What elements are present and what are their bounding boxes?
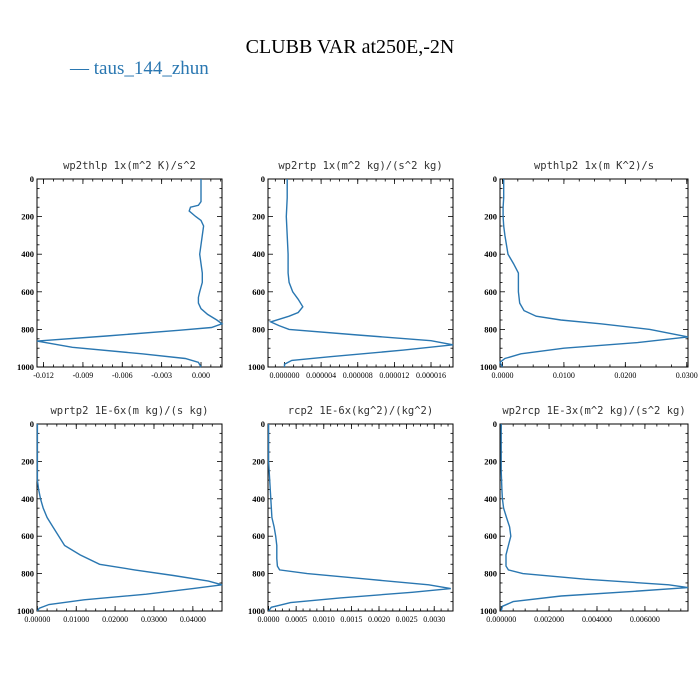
y-tick-label: 600 bbox=[21, 531, 34, 541]
panel-title: wpthlp2 1x(m K^2)/s bbox=[534, 160, 654, 172]
y-tick-label: 0 bbox=[261, 174, 265, 184]
x-tick-label: 0.006000 bbox=[630, 615, 660, 624]
y-tick-label: 0 bbox=[493, 419, 497, 429]
x-tick-label: 0.0010 bbox=[313, 615, 335, 624]
panel-title: wp2thlp 1x(m^2 K)/s^2 bbox=[63, 160, 196, 172]
series-line bbox=[268, 179, 454, 367]
x-tick-label: 0.000016 bbox=[416, 371, 446, 380]
x-tick-label: -0.012 bbox=[33, 371, 54, 380]
y-tick-label: 800 bbox=[252, 569, 265, 579]
panel-title: rcp2 1E-6x(kg^2)/(kg^2) bbox=[288, 405, 433, 417]
y-tick-label: 800 bbox=[484, 324, 497, 334]
x-tick-label: 0.02000 bbox=[102, 615, 128, 624]
series-line bbox=[267, 424, 451, 612]
x-tick-label: 0.00000 bbox=[24, 615, 50, 624]
y-tick-label: 200 bbox=[484, 456, 497, 466]
chart-panel-1: wp2thlp 1x(m^2 K)/s^202004006008001000-0… bbox=[17, 160, 224, 380]
y-tick-label: 1000 bbox=[248, 362, 265, 372]
series-line bbox=[36, 179, 224, 368]
legend-line-icon: — bbox=[70, 58, 89, 79]
chart-panel-4: wprtp2 1E-6x(m kg)/(s kg) 0 200 400 600 800 10… bbox=[17, 405, 223, 624]
x-tick-label: 0.01000 bbox=[63, 615, 89, 624]
x-tick-label: 0.004000 bbox=[582, 615, 612, 624]
y-tick-label: 600 bbox=[21, 287, 34, 297]
x-tick-label: 0.000000 bbox=[269, 371, 299, 380]
chart-panel-3: wpthlp2 1x(m K^2)/s 0 200 400 600 800 10000.00… bbox=[480, 160, 698, 380]
panel-title: wp2rtp 1x(m^2 kg)/(s^2 kg) bbox=[278, 160, 442, 172]
y-tick-label: 600 bbox=[484, 531, 497, 541]
x-tick-label: -0.006 bbox=[112, 371, 133, 380]
x-tick-label: 0.0100 bbox=[553, 371, 575, 380]
y-tick-label: 600 bbox=[252, 531, 265, 541]
y-tick-label: 400 bbox=[484, 494, 497, 504]
y-tick-label: 800 bbox=[252, 324, 265, 334]
chart-panel-2: wp2rtp 1x(m^2 kg)/(s^2 kg) 0 200 400 600 800 1… bbox=[248, 160, 454, 380]
x-tick-label: 0.000008 bbox=[343, 371, 373, 380]
y-tick-label: 600 bbox=[252, 287, 265, 297]
y-tick-label: 1000 bbox=[17, 362, 34, 372]
y-tick-label: 200 bbox=[252, 456, 265, 466]
y-tick-label: 200 bbox=[21, 212, 34, 222]
x-tick-label: 0.0025 bbox=[396, 615, 418, 624]
y-tick-label: 800 bbox=[484, 569, 497, 579]
x-tick-label: 0.000012 bbox=[379, 371, 409, 380]
y-tick-label: 200 bbox=[484, 212, 497, 222]
chart-panel-6: wp2rcp 1E-3x(m^2 kg)/(s^2 kg) 0 200 400 600 8… bbox=[480, 405, 689, 624]
y-tick-label: 800 bbox=[21, 569, 34, 579]
series-line bbox=[500, 424, 689, 612]
legend-label: taus_144_zhun bbox=[93, 58, 209, 79]
x-tick-label: 0.03000 bbox=[141, 615, 167, 624]
suptitle: CLUBB VAR at250E,-2N bbox=[245, 36, 455, 58]
plot-frame bbox=[499, 423, 689, 612]
x-tick-label: 0.002000 bbox=[534, 615, 564, 624]
plot-frame bbox=[499, 178, 689, 368]
x-tick-label: 0.000000 bbox=[486, 615, 516, 624]
y-tick-label: 0 bbox=[493, 174, 497, 184]
panel-title: wprtp2 1E-6x(m kg)/(s kg) bbox=[50, 405, 208, 417]
panel-title: wp2rcp 1E-3x(m^2 kg)/(s^2 kg) bbox=[502, 405, 685, 417]
y-tick-label: 400 bbox=[252, 494, 265, 504]
y-tick-label: 400 bbox=[21, 494, 34, 504]
plot-frame bbox=[36, 423, 223, 612]
legend: — taus_144_zhun bbox=[70, 58, 209, 80]
y-tick-label: 400 bbox=[484, 249, 497, 259]
x-tick-label: -0.009 bbox=[73, 371, 94, 380]
plot-frame bbox=[267, 178, 454, 368]
x-tick-label: 0.0020 bbox=[368, 615, 390, 624]
y-tick-label: 400 bbox=[21, 249, 34, 259]
y-tick-label: 600 bbox=[484, 287, 497, 297]
y-tick-label: 1000 bbox=[17, 606, 34, 616]
y-tick-label: 200 bbox=[252, 212, 265, 222]
y-tick-label: 1000 bbox=[480, 362, 497, 372]
x-tick-label: 0.0200 bbox=[614, 371, 636, 380]
x-tick-label: 0.04000 bbox=[180, 615, 206, 624]
plot-frame bbox=[267, 423, 454, 612]
y-tick-label: 800 bbox=[21, 324, 34, 334]
series-line bbox=[499, 179, 689, 368]
x-tick-label: 0.000004 bbox=[306, 371, 336, 380]
y-tick-label: 1000 bbox=[480, 606, 497, 616]
x-tick-label: 0.0005 bbox=[285, 615, 307, 624]
x-tick-label: 0.000 bbox=[192, 371, 210, 380]
y-tick-label: 0 bbox=[30, 419, 34, 429]
x-tick-label: 0.0015 bbox=[340, 615, 362, 624]
y-tick-label: 0 bbox=[261, 419, 265, 429]
x-tick-label: -0.003 bbox=[151, 371, 172, 380]
y-tick-label: 400 bbox=[252, 249, 265, 259]
y-tick-label: 1000 bbox=[248, 606, 265, 616]
series-line bbox=[36, 424, 223, 612]
chart-panel-5: rcp2 1E-6x(kg^2)/(kg^2) 0 200 400 600 800 1000… bbox=[248, 405, 454, 624]
x-tick-label: 0.0000 bbox=[491, 371, 513, 380]
x-tick-label: 0.0000 bbox=[258, 615, 280, 624]
x-tick-label: 0.0030 bbox=[423, 615, 445, 624]
y-tick-label: 200 bbox=[21, 456, 34, 466]
y-tick-label: 0 bbox=[30, 174, 34, 184]
x-tick-label: 0.0300 bbox=[676, 371, 698, 380]
